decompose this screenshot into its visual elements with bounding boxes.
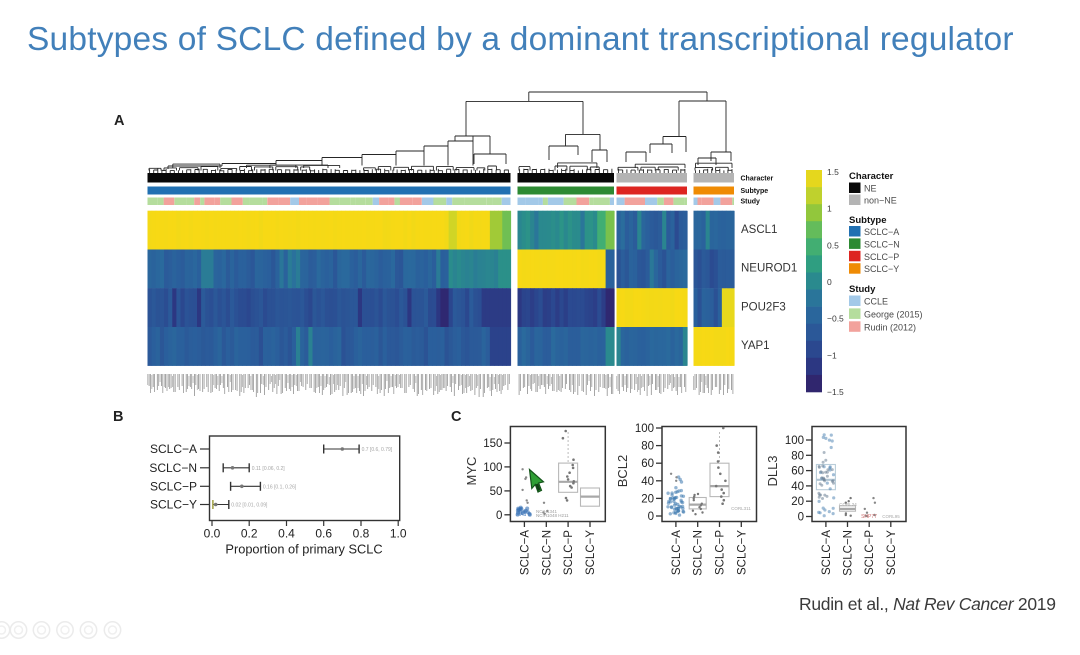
svg-text:SCLC−A: SCLC−A xyxy=(150,442,197,456)
svg-text:SCLC−N: SCLC−N xyxy=(149,461,197,475)
svg-text:A: A xyxy=(114,113,125,129)
svg-text:C: C xyxy=(451,409,462,425)
svg-text:0.5: 0.5 xyxy=(827,240,839,250)
svg-text:0.11 [0.06, 0.2]: 0.11 [0.06, 0.2] xyxy=(252,466,286,472)
svg-text:1.5: 1.5 xyxy=(827,167,839,177)
svg-text:0.02 [0.01, 0.09]: 0.02 [0.01, 0.09] xyxy=(231,503,268,509)
svg-text:−1.5: −1.5 xyxy=(827,387,844,397)
svg-text:20: 20 xyxy=(641,493,654,505)
svg-text:DLL3: DLL3 xyxy=(765,455,780,486)
svg-text:SCLC−Y: SCLC−Y xyxy=(585,530,597,575)
svg-text:MYC: MYC xyxy=(464,457,479,486)
svg-text:Proportion of primary SCLC: Proportion of primary SCLC xyxy=(225,542,382,557)
svg-text:80: 80 xyxy=(641,441,654,453)
svg-text:1.0: 1.0 xyxy=(390,527,407,541)
svg-text:ASCL1: ASCL1 xyxy=(741,224,777,236)
svg-text:SHP77: SHP77 xyxy=(861,514,877,520)
svg-text:40: 40 xyxy=(641,476,654,488)
svg-text:0.7 [0.6, 0.79]: 0.7 [0.6, 0.79] xyxy=(362,447,393,453)
svg-text:NCIH1048 H211: NCIH1048 H211 xyxy=(536,513,569,518)
svg-text:POU2F3: POU2F3 xyxy=(741,301,786,313)
svg-text:NEUROD1: NEUROD1 xyxy=(741,263,797,275)
svg-text:non−NE: non−NE xyxy=(864,196,897,206)
svg-text:0: 0 xyxy=(496,510,502,522)
svg-text:50: 50 xyxy=(490,486,503,498)
svg-text:SCLC−Y: SCLC−Y xyxy=(736,530,748,575)
svg-text:SCLC−N: SCLC−N xyxy=(843,530,855,576)
svg-text:Study: Study xyxy=(849,284,876,295)
svg-text:SCLC−Y: SCLC−Y xyxy=(886,530,898,575)
svg-text:CCLE: CCLE xyxy=(864,297,888,307)
svg-text:0.4: 0.4 xyxy=(278,527,295,541)
svg-text:SCLC−P: SCLC−P xyxy=(150,479,197,493)
svg-text:0.0: 0.0 xyxy=(204,527,221,541)
svg-text:Rudin (2012): Rudin (2012) xyxy=(864,322,916,332)
svg-text:0: 0 xyxy=(648,511,654,523)
svg-text:NCIH1341: NCIH1341 xyxy=(536,509,558,514)
svg-text:0.8: 0.8 xyxy=(353,527,370,541)
svg-text:60: 60 xyxy=(791,466,804,478)
svg-text:George (2015): George (2015) xyxy=(864,309,923,319)
svg-text:SCLC−Y: SCLC−Y xyxy=(864,264,899,274)
svg-text:0: 0 xyxy=(827,277,832,287)
svg-text:0.2: 0.2 xyxy=(241,527,258,541)
svg-text:SCLC−N: SCLC−N xyxy=(864,239,900,249)
svg-text:−1: −1 xyxy=(827,350,837,360)
svg-text:100: 100 xyxy=(483,462,502,474)
svg-text:Character: Character xyxy=(741,176,774,183)
svg-text:CORL24: CORL24 xyxy=(839,502,857,507)
svg-text:0.16 [0.1, 0.26]: 0.16 [0.1, 0.26] xyxy=(263,484,297,490)
svg-text:80: 80 xyxy=(791,450,804,462)
svg-text:150: 150 xyxy=(483,438,502,450)
svg-text:SCLC−A: SCLC−A xyxy=(821,530,833,575)
svg-text:Subtype: Subtype xyxy=(849,215,886,226)
svg-text:SCLC−N: SCLC−N xyxy=(693,530,705,576)
svg-text:100: 100 xyxy=(785,435,804,447)
svg-text:0.6: 0.6 xyxy=(315,527,332,541)
svg-text:CORL95: CORL95 xyxy=(882,514,900,519)
svg-text:SCLC−A: SCLC−A xyxy=(671,530,683,575)
svg-text:SCLC−P: SCLC−P xyxy=(563,530,575,575)
svg-text:100: 100 xyxy=(635,423,654,435)
svg-text:BCL2: BCL2 xyxy=(615,455,630,488)
svg-text:0: 0 xyxy=(798,512,804,524)
svg-text:SCLC−A: SCLC−A xyxy=(519,530,531,575)
svg-text:YAP1: YAP1 xyxy=(741,340,770,352)
svg-text:NE: NE xyxy=(864,184,877,194)
svg-text:SCLC−P: SCLC−P xyxy=(864,530,876,575)
svg-text:CORL311: CORL311 xyxy=(731,506,751,511)
svg-text:Subtype: Subtype xyxy=(741,188,769,195)
svg-text:SCLC−P: SCLC−P xyxy=(864,252,899,262)
svg-text:SCLC−P: SCLC−P xyxy=(714,530,726,575)
svg-text:SCLC−A: SCLC−A xyxy=(864,227,899,237)
svg-text:SCLC−Y: SCLC−Y xyxy=(150,498,197,512)
svg-text:60: 60 xyxy=(641,458,654,470)
svg-text:MAd: MAd xyxy=(516,512,527,518)
svg-text:−0.5: −0.5 xyxy=(827,314,844,324)
svg-text:1: 1 xyxy=(827,204,832,214)
svg-text:SCLC−N: SCLC−N xyxy=(541,530,553,576)
svg-text:B: B xyxy=(113,409,123,425)
svg-text:40: 40 xyxy=(791,481,804,493)
svg-text:20: 20 xyxy=(791,496,804,508)
svg-text:Character: Character xyxy=(849,171,894,182)
svg-text:Study: Study xyxy=(741,199,761,206)
